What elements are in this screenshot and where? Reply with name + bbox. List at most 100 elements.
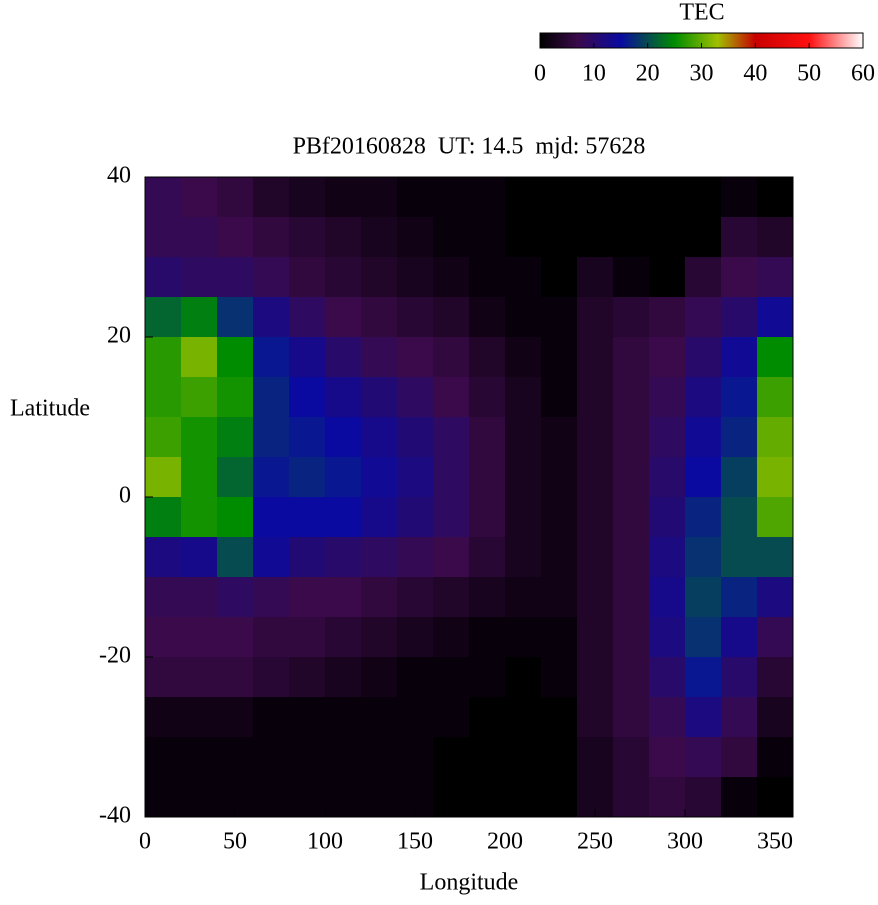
heat-cell	[217, 737, 254, 778]
heat-cell	[469, 217, 506, 258]
heat-cell	[289, 297, 326, 338]
heat-cell	[577, 417, 614, 458]
heat-cell	[721, 457, 758, 498]
heat-cell	[217, 297, 254, 338]
heat-cell	[721, 177, 758, 218]
heat-cell	[613, 697, 650, 738]
heat-cell	[181, 617, 218, 658]
heat-cell	[217, 257, 254, 298]
heat-cell	[685, 497, 722, 538]
heat-cell	[505, 497, 542, 538]
heat-cell	[721, 497, 758, 538]
heat-cell	[289, 377, 326, 418]
heat-cell	[253, 497, 290, 538]
heat-cell	[181, 657, 218, 698]
heat-cell	[505, 737, 542, 778]
heat-cell	[505, 777, 542, 818]
heat-cell	[469, 657, 506, 698]
heat-cell	[181, 177, 218, 218]
heat-cell	[613, 257, 650, 298]
heat-cell	[469, 617, 506, 658]
heat-cell	[145, 217, 182, 258]
heat-cell	[577, 657, 614, 698]
heat-cell	[505, 297, 542, 338]
heat-cell	[505, 177, 542, 218]
heat-cell	[649, 177, 686, 218]
heat-cell	[469, 417, 506, 458]
heat-cell	[613, 337, 650, 378]
heat-cell	[757, 217, 794, 258]
heat-cell	[253, 657, 290, 698]
heat-cell	[361, 497, 398, 538]
heat-cell	[253, 457, 290, 498]
heat-cell	[757, 737, 794, 778]
heat-cell	[217, 377, 254, 418]
heat-cell	[541, 337, 578, 378]
heat-cell	[649, 377, 686, 418]
heat-cell	[649, 257, 686, 298]
heat-cell	[721, 537, 758, 578]
heat-cell	[577, 617, 614, 658]
heat-cell	[253, 257, 290, 298]
heat-cell	[469, 257, 506, 298]
heat-cell	[721, 777, 758, 818]
heat-cell	[613, 217, 650, 258]
heat-cell	[217, 177, 254, 218]
heat-cell	[685, 617, 722, 658]
x-tick-label: 50	[223, 829, 247, 855]
heat-cell	[145, 697, 182, 738]
heat-cell	[289, 777, 326, 818]
heat-cell	[757, 257, 794, 298]
heat-cell	[469, 177, 506, 218]
heat-cell	[145, 177, 182, 218]
heat-cell	[649, 457, 686, 498]
heat-cell	[541, 657, 578, 698]
heat-cell	[145, 777, 182, 818]
heat-cell	[685, 657, 722, 698]
heat-cell	[181, 777, 218, 818]
heat-cell	[613, 417, 650, 458]
heat-cell	[145, 377, 182, 418]
heat-cell	[289, 577, 326, 618]
heat-cell	[541, 457, 578, 498]
heat-cell	[361, 177, 398, 218]
heat-cell	[577, 177, 614, 218]
heat-cell	[721, 657, 758, 698]
heat-cell	[217, 697, 254, 738]
heat-cell	[649, 217, 686, 258]
heat-cell	[613, 777, 650, 818]
x-tick-label: 350	[757, 829, 793, 855]
heat-cell	[721, 377, 758, 418]
heat-cell	[217, 577, 254, 618]
colorbar-tick-label: 50	[797, 61, 821, 87]
heat-cell	[361, 537, 398, 578]
heat-cell	[577, 337, 614, 378]
heat-cell	[649, 497, 686, 538]
heat-cell	[613, 617, 650, 658]
heat-cell	[685, 577, 722, 618]
y-tick-label: 40	[107, 163, 131, 189]
heat-cell	[649, 737, 686, 778]
heat-cell	[397, 337, 434, 378]
heat-cell	[253, 697, 290, 738]
heat-cell	[325, 257, 362, 298]
heat-cell	[433, 577, 470, 618]
heat-cell	[685, 217, 722, 258]
y-tick-label: 0	[119, 483, 131, 509]
heat-cell	[397, 257, 434, 298]
heat-cell	[505, 537, 542, 578]
colorbar-tick-label: 30	[690, 61, 714, 87]
heat-cell	[433, 617, 470, 658]
heat-cell	[325, 537, 362, 578]
chart-title: PBf20160828 UT: 14.5 mjd: 57628	[293, 134, 646, 160]
y-tick-label: -20	[99, 643, 131, 669]
heat-cell	[649, 617, 686, 658]
heat-cell	[253, 337, 290, 378]
heat-cell	[217, 217, 254, 258]
heat-cell	[433, 217, 470, 258]
heat-cell	[397, 217, 434, 258]
heat-cell	[253, 577, 290, 618]
heat-cell	[577, 297, 614, 338]
heat-cell	[757, 497, 794, 538]
